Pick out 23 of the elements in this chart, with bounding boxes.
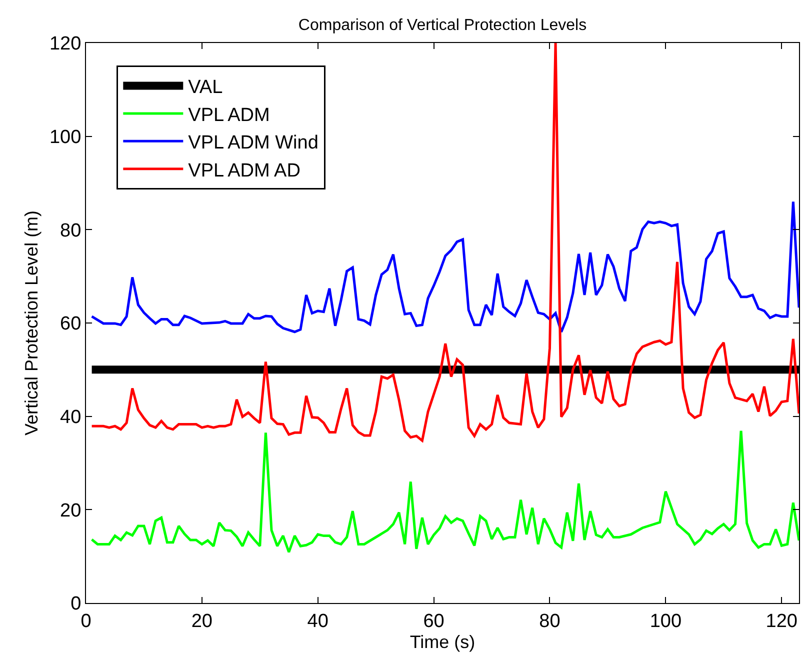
y-tick-label: 80 bbox=[60, 220, 82, 242]
x-tick-label: 20 bbox=[191, 610, 212, 632]
chart-title: Comparison of Vertical Protection Levels bbox=[298, 17, 587, 34]
legend-label: VPL ADM Wind bbox=[188, 132, 318, 154]
x-tick-label: 40 bbox=[307, 610, 328, 632]
x-axis-title: Time (s) bbox=[410, 632, 476, 652]
legend-label: VPL ADM AD bbox=[188, 160, 300, 182]
line-series bbox=[90, 430, 799, 554]
x-tick-label: 60 bbox=[423, 610, 444, 632]
legend-label: VAL bbox=[188, 77, 223, 98]
y-tick-label: 0 bbox=[70, 594, 82, 615]
line-series bbox=[90, 200, 799, 334]
y-tick-label: 40 bbox=[60, 406, 82, 428]
y-tick-label: 100 bbox=[49, 126, 82, 148]
x-tick-label: 100 bbox=[650, 610, 682, 632]
y-tick-label: 120 bbox=[49, 34, 82, 55]
legend-label: VPL ADM bbox=[188, 104, 270, 126]
x-tick-label: 120 bbox=[766, 610, 798, 632]
y-axis-title: Vertical Protection Level (m) bbox=[22, 210, 42, 436]
y-tick-label: 20 bbox=[60, 500, 82, 522]
line-series bbox=[90, 43, 799, 442]
x-tick-label: 80 bbox=[539, 610, 560, 632]
y-tick-label: 60 bbox=[60, 314, 82, 335]
